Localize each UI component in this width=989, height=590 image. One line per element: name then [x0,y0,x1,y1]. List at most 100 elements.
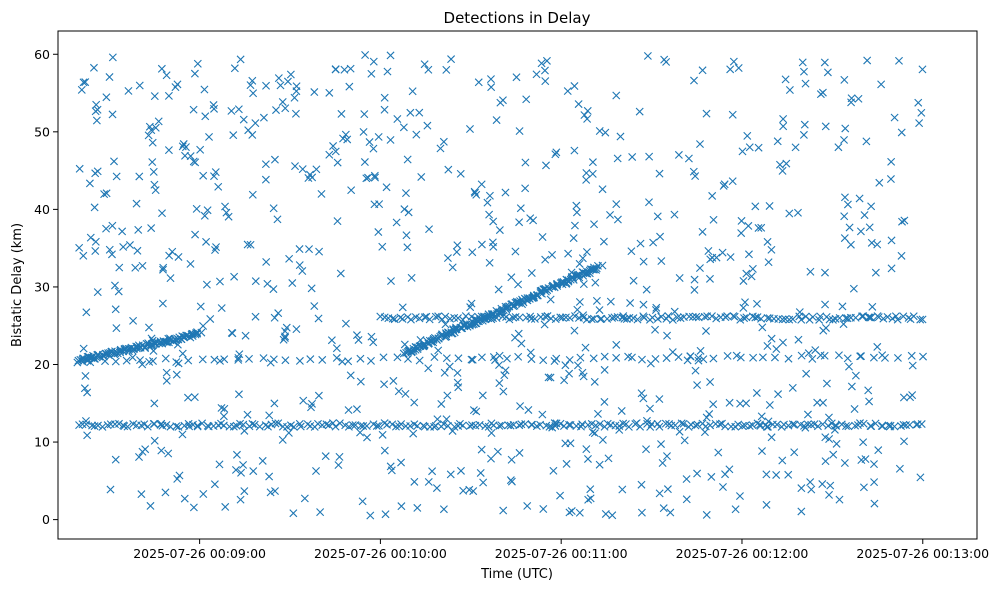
data-point [102,93,111,102]
data-point [827,419,836,428]
data-point [612,200,621,209]
data-point [720,180,729,189]
data-point [657,440,666,449]
data-point [839,320,848,329]
data-point [216,356,224,365]
data-point [138,360,147,369]
data-point [295,245,304,254]
data-point [93,288,102,297]
data-point [352,331,361,340]
data-point [655,489,664,498]
data-point [705,274,714,283]
data-point [336,269,345,278]
data-point [539,356,548,365]
data-point [874,446,883,455]
data-point [523,501,532,510]
data-point [295,261,304,270]
data-point [341,319,350,328]
data-point [502,354,511,363]
data-point [338,357,347,366]
data-point [144,131,153,140]
y-axis-label: Bistatic Delay (km) [10,223,25,347]
data-point [821,433,830,442]
data-point [521,184,530,193]
data-point [356,421,365,430]
data-point [392,218,401,227]
data-point [774,390,783,399]
data-point [92,100,101,109]
data-point [215,277,224,286]
data-point [862,137,871,146]
data-point [906,393,915,402]
data-point [362,174,371,183]
data-point [627,353,636,362]
data-point [626,299,635,308]
data-point [686,352,695,361]
data-point [271,419,280,428]
data-point [829,450,838,459]
data-point [410,398,419,407]
data-point [742,269,751,278]
data-point [135,81,144,90]
data-point [834,351,843,360]
data-point [255,422,264,431]
data-point [794,335,803,344]
data-point [272,106,280,115]
data-point [90,422,99,431]
data-point [840,75,849,84]
data-point [893,315,902,324]
data-point [164,146,173,155]
data-point [673,313,682,322]
data-point [586,494,595,503]
data-point [250,420,259,429]
data-point [645,152,654,161]
data-point [477,353,486,362]
data-point [537,59,546,68]
data-point [420,313,429,322]
data-point [778,166,787,175]
data-point [424,65,433,74]
data-point [417,172,426,181]
data-point [298,165,307,174]
data-point [816,312,825,321]
data-point [485,191,494,200]
data-point [870,478,879,487]
data-point [859,419,868,428]
data-point [413,503,422,512]
data-point [184,356,193,365]
data-point [118,227,127,236]
data-point [241,331,250,340]
data-point [409,346,418,355]
data-point [270,313,279,322]
data-point [306,355,315,364]
data-point [767,334,776,343]
data-point [249,89,258,98]
data-point [369,338,378,347]
data-point [734,64,743,72]
data-point [386,277,395,286]
data-point [332,353,341,362]
data-point [136,356,145,365]
data-point [159,265,168,274]
data-point [526,214,535,223]
data-point [507,455,516,464]
data-point [838,302,847,311]
x-tick-label: 2025-07-26 00:10:00 [314,546,447,561]
data-point [356,377,365,386]
data-point [79,344,88,353]
data-point [425,225,434,234]
data-point [424,477,433,486]
data-point [660,55,669,64]
data-point [561,439,570,448]
data-point [593,409,602,418]
data-point [802,369,811,378]
data-point [842,422,850,430]
data-point [515,313,524,322]
data-point [859,483,868,492]
data-point [821,122,830,131]
data-point [583,454,592,463]
data-point [494,285,503,294]
data-point [514,352,523,361]
data-point [707,472,716,481]
data-point [131,263,140,272]
